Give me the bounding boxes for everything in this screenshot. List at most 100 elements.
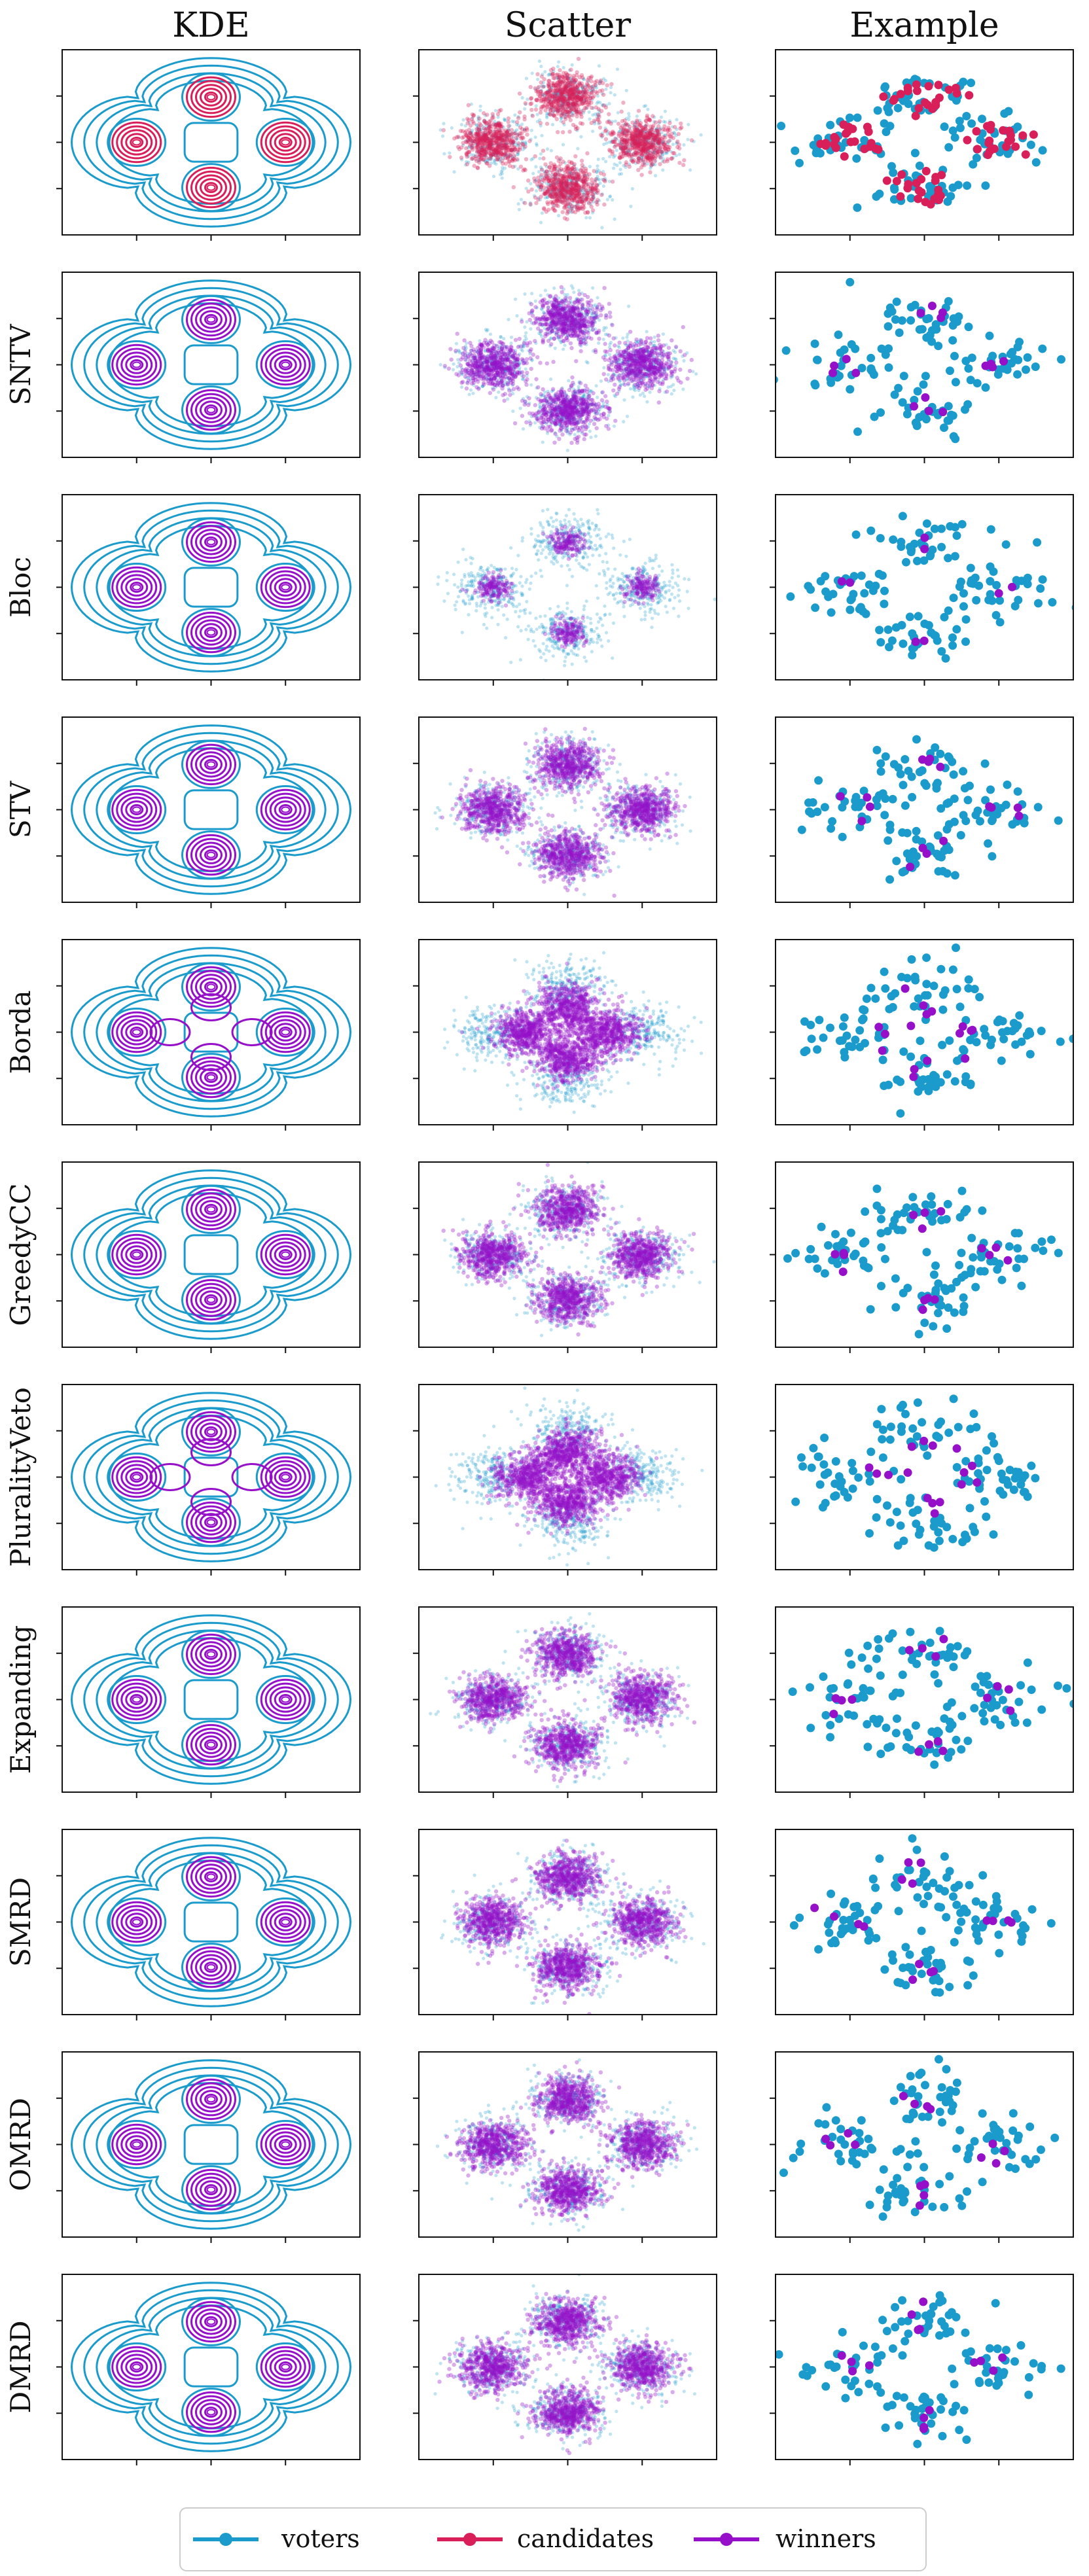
voter-point xyxy=(573,80,577,84)
winner-point xyxy=(505,132,510,136)
voter-point xyxy=(498,137,502,141)
voter-point xyxy=(653,139,657,143)
voter-point xyxy=(558,105,563,109)
winner-point xyxy=(637,124,642,128)
voter-point xyxy=(608,195,612,199)
candidate-point xyxy=(850,137,859,146)
winner-point xyxy=(573,154,578,158)
voter-point xyxy=(634,142,638,146)
winner-point xyxy=(483,143,488,148)
voter-point xyxy=(580,89,584,93)
voter-kde-contour xyxy=(108,79,314,205)
voter-point xyxy=(565,184,569,188)
winner-point xyxy=(599,109,604,113)
voter-point xyxy=(575,86,579,90)
voter-point xyxy=(550,181,555,185)
winner-point xyxy=(459,380,464,385)
voter-point xyxy=(539,177,543,181)
winner-point xyxy=(499,124,504,129)
winner-point xyxy=(490,345,495,350)
voter-point xyxy=(972,153,981,162)
winner-point xyxy=(651,114,655,118)
voter-point xyxy=(571,200,575,203)
winner-point xyxy=(499,136,503,141)
winner-point xyxy=(496,136,501,141)
winner-point xyxy=(474,127,479,132)
winner-point xyxy=(482,157,486,162)
candidate-point xyxy=(896,90,905,99)
voter-point xyxy=(510,148,514,152)
voter-point xyxy=(561,104,565,108)
winner-point xyxy=(490,135,494,140)
voter-point xyxy=(640,129,644,133)
winner-point xyxy=(471,119,475,124)
winner-point xyxy=(480,142,485,147)
voter-point xyxy=(584,195,588,199)
winner-point xyxy=(533,179,537,184)
voter-point xyxy=(889,168,898,177)
winner-point xyxy=(477,134,482,139)
voter-point xyxy=(655,140,660,144)
winner-point xyxy=(582,171,586,175)
voter-point xyxy=(493,149,497,152)
voter-point xyxy=(505,135,509,139)
winner-point xyxy=(507,124,511,128)
candidate-point xyxy=(990,144,999,153)
winner-point xyxy=(522,201,527,205)
winner-point xyxy=(539,185,543,189)
voter-point xyxy=(560,181,564,185)
winner-point xyxy=(571,101,576,106)
winner-point xyxy=(569,67,573,72)
winner-point xyxy=(682,158,687,163)
winner-point xyxy=(586,197,590,202)
voter-point xyxy=(551,110,555,114)
voter-point xyxy=(668,119,671,123)
winner-point xyxy=(554,183,559,187)
winner-point xyxy=(488,143,492,147)
voter-point xyxy=(539,152,543,156)
voter-point xyxy=(555,173,559,177)
voter-point xyxy=(577,289,581,292)
winner-point xyxy=(565,176,570,181)
voter-point xyxy=(571,180,575,184)
voter-point xyxy=(497,158,501,162)
winner-point xyxy=(650,127,654,132)
winner-point xyxy=(610,179,615,184)
winner-point xyxy=(527,340,533,345)
winner-point xyxy=(495,148,499,153)
voter-point xyxy=(590,84,594,88)
voter-point xyxy=(471,140,474,144)
voter-point xyxy=(663,151,668,155)
voter-point xyxy=(570,63,574,67)
voter-point xyxy=(635,138,639,142)
winner-point xyxy=(468,340,473,345)
winner-point xyxy=(524,357,529,362)
voter-point xyxy=(545,196,549,200)
voter-point xyxy=(627,115,631,118)
winner-point xyxy=(554,82,559,87)
voter-point xyxy=(875,189,884,198)
winner-point xyxy=(499,152,505,156)
voter-point xyxy=(553,175,557,179)
voter-point xyxy=(537,59,542,63)
voter-point xyxy=(558,80,562,84)
voter-point xyxy=(570,183,574,187)
winner-point xyxy=(448,154,452,160)
winner-point xyxy=(488,151,492,156)
voter-point xyxy=(565,82,569,86)
voter-point xyxy=(631,144,635,148)
winner-point xyxy=(495,124,499,130)
winner-point xyxy=(573,95,578,100)
voter-kde-contour xyxy=(183,122,239,163)
voter-point xyxy=(612,155,616,159)
voter-point xyxy=(475,129,479,133)
kde-ring xyxy=(274,133,297,152)
winner-point xyxy=(475,130,480,135)
winner-point xyxy=(568,118,573,122)
winner-point xyxy=(652,143,657,149)
voter-point xyxy=(632,124,636,128)
kde-ring xyxy=(125,133,149,152)
voter-point xyxy=(515,122,519,127)
voter-point xyxy=(529,203,533,207)
winner-point xyxy=(521,168,526,173)
